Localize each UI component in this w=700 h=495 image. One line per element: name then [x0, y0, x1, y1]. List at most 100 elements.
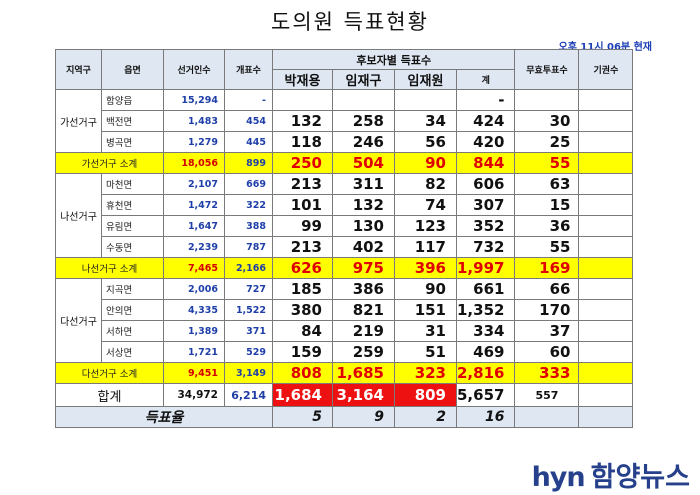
header-candidate-group: 후보자별 득표수 [271, 49, 516, 70]
candidate-3-votes: 323 [394, 362, 457, 384]
candidate-3-rate: 2 [394, 406, 457, 428]
abstain-cell [578, 257, 634, 279]
voters-cell: 1,472 [163, 194, 225, 216]
timestamp: 오후 11시 06분 현재 [558, 42, 652, 53]
candidate-2-rate: 9 [332, 406, 395, 428]
voters-cell: 7,465 [163, 257, 225, 279]
table-row: 나선거구 마천면 2,107 669 213 311 82 606 63 [55, 173, 634, 258]
opened-cell: - [224, 89, 273, 111]
grand-total-label: 합계 [55, 383, 164, 407]
district-name: 다선거구 [55, 278, 102, 363]
header-voters: 선거인수 [163, 49, 225, 90]
voters-cell: 34,972 [163, 383, 225, 407]
candidate-2-votes [332, 89, 395, 111]
invalid-votes: 25 [514, 131, 580, 153]
abstain-cell [578, 194, 634, 216]
results-table: 지역구 읍면 선거인수 개표수 후보자별 득표수 무효투표수 기권수 박재용 임… [55, 49, 634, 428]
total-votes: 732 [455, 236, 516, 258]
candidate-1-votes: 132 [272, 110, 333, 132]
abstain-cell [578, 131, 634, 153]
voters-cell: 2,006 [163, 278, 225, 300]
total-votes: 469 [455, 341, 516, 363]
header-candidate-2: 임재구 [332, 69, 395, 90]
candidate-3-votes: 396 [394, 257, 457, 279]
invalid-votes: 36 [514, 215, 580, 237]
header-candidate-3: 임재원 [394, 69, 457, 90]
header-invalid: 무효투표수 [514, 49, 580, 90]
candidate-1-votes: 626 [272, 257, 333, 279]
invalid-votes: 169 [514, 257, 580, 279]
opened-cell: 899 [224, 152, 273, 174]
candidate-1-votes: 185 [272, 278, 333, 300]
voters-cell: 2,239 [163, 236, 225, 258]
voters-cell: 18,056 [163, 152, 225, 174]
invalid-votes: 60 [514, 341, 580, 363]
voters-cell: 1,647 [163, 215, 225, 237]
abstain-cell [578, 278, 634, 300]
candidate-1-votes: 99 [272, 215, 333, 237]
candidate-1-votes: 250 [272, 152, 333, 174]
news-logo: hyn 함양뉴스 [532, 455, 690, 494]
candidate-3-votes: 31 [394, 320, 457, 342]
invalid-votes: 170 [514, 299, 580, 321]
voters-cell: 1,279 [163, 131, 225, 153]
abstain-cell [578, 383, 634, 407]
voters-cell: 1,483 [163, 110, 225, 132]
candidate-3-votes: 51 [394, 341, 457, 363]
candidate-3-votes [394, 89, 457, 111]
opened-cell: 2,166 [224, 257, 273, 279]
invalid-votes: 55 [514, 236, 580, 258]
candidate-2-votes: 259 [332, 341, 395, 363]
district-name: 가선거구 [55, 89, 102, 153]
candidate-1-votes: 808 [272, 362, 333, 384]
subtotal-row: 다선거구 소계 9,451 3,149 808 1,685 323 2,816 … [55, 362, 634, 384]
abstain-cell [578, 341, 634, 363]
total-votes: 1,997 [455, 257, 516, 279]
opened-cell: 669 [224, 173, 273, 195]
town-name: 유림면 [101, 215, 164, 237]
table-row: 서하면 1,389 371 84 219 31 334 37 [56, 320, 634, 342]
town-name: 지곡면 [101, 278, 164, 300]
opened-cell: 1,522 [224, 299, 273, 321]
total-votes: 352 [455, 215, 516, 237]
candidate-3-votes: 809 [394, 383, 457, 407]
candidate-2-votes: 975 [332, 257, 395, 279]
table-row: 다선거구 지곡면 2,006 727 185 386 90 661 66 [55, 278, 634, 363]
opened-cell: 6,214 [224, 383, 273, 407]
opened-cell: 3,149 [224, 362, 273, 384]
table-row: 백전면 1,483 454 132 258 34 424 30 [56, 110, 634, 132]
opened-cell: 727 [224, 278, 273, 300]
total-votes: 1,352 [455, 299, 516, 321]
candidate-2-votes: 219 [332, 320, 395, 342]
invalid-votes: 30 [514, 110, 580, 132]
candidate-1-rate: 5 [272, 406, 333, 428]
header-total: 계 [455, 69, 516, 90]
candidate-3-votes: 123 [394, 215, 457, 237]
table-row: 유림면 1,647 388 99 130 123 352 36 [56, 215, 634, 237]
total-votes: 844 [455, 152, 516, 174]
candidate-2-votes: 311 [332, 173, 395, 195]
town-name: 마천면 [101, 173, 164, 195]
invalid-votes: 37 [514, 320, 580, 342]
candidate-2-votes: 130 [332, 215, 395, 237]
opened-cell: 787 [224, 236, 273, 258]
invalid-votes: 66 [514, 278, 580, 300]
candidate-1-votes: 1,684 [272, 383, 333, 407]
district-name: 나선거구 [55, 173, 102, 258]
vote-rate-row: 득표율 5 9 2 16 [55, 406, 634, 428]
table-row: 병곡면 1,279 445 118 246 56 420 25 [56, 131, 634, 153]
table-row: 가선거구 함양읍 15,294 - - [55, 89, 634, 153]
total-votes: 5,657 [455, 383, 516, 407]
voters-cell: 9,451 [163, 362, 225, 384]
candidate-2-votes: 1,685 [332, 362, 395, 384]
opened-cell: 445 [224, 131, 273, 153]
town-name: 서하면 [101, 320, 164, 342]
invalid-votes: 55 [514, 152, 580, 174]
opened-cell: 388 [224, 215, 273, 237]
candidate-2-votes: 386 [332, 278, 395, 300]
subtotal-label: 다선거구 소계 [55, 362, 164, 384]
table-row: 수동면 2,239 787 213 402 117 732 55 [56, 236, 634, 258]
abstain-cell [578, 215, 634, 237]
candidate-3-votes: 90 [394, 152, 457, 174]
abstain-cell [578, 173, 634, 195]
